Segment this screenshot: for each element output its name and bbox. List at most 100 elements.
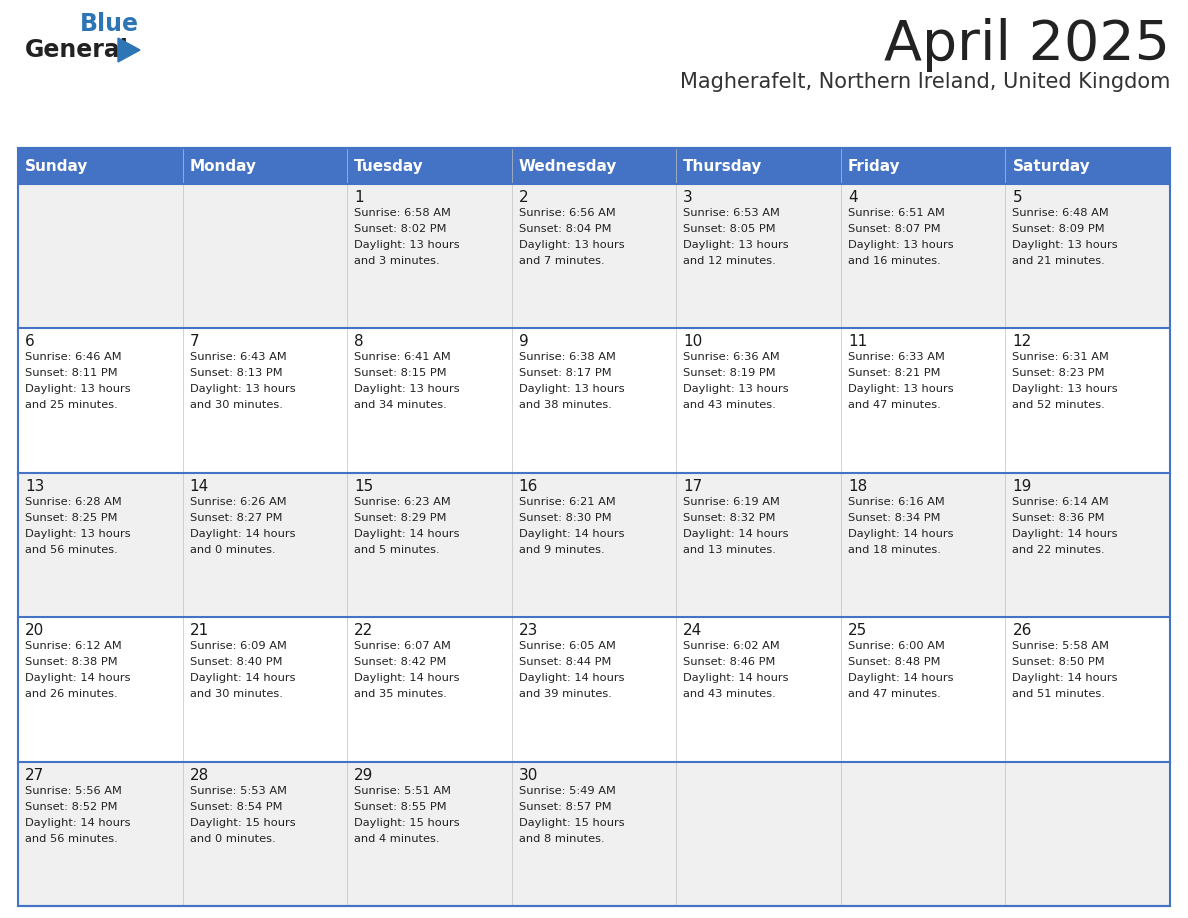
Text: and 18 minutes.: and 18 minutes. xyxy=(848,544,941,554)
Bar xyxy=(18,762,1170,906)
Text: and 0 minutes.: and 0 minutes. xyxy=(190,834,276,844)
Text: and 12 minutes.: and 12 minutes. xyxy=(683,256,776,266)
Text: and 5 minutes.: and 5 minutes. xyxy=(354,544,440,554)
Text: Daylight: 15 hours: Daylight: 15 hours xyxy=(519,818,625,828)
Text: Sunset: 8:34 PM: Sunset: 8:34 PM xyxy=(848,513,941,522)
Text: Sunrise: 6:56 AM: Sunrise: 6:56 AM xyxy=(519,208,615,218)
Text: Daylight: 14 hours: Daylight: 14 hours xyxy=(354,529,460,539)
Text: and 56 minutes.: and 56 minutes. xyxy=(25,544,118,554)
Text: 30: 30 xyxy=(519,767,538,783)
Text: and 43 minutes.: and 43 minutes. xyxy=(683,400,776,410)
Text: 16: 16 xyxy=(519,479,538,494)
Text: Sunrise: 6:09 AM: Sunrise: 6:09 AM xyxy=(190,641,286,651)
Text: Daylight: 13 hours: Daylight: 13 hours xyxy=(25,385,131,395)
Text: 21: 21 xyxy=(190,623,209,638)
Text: Daylight: 13 hours: Daylight: 13 hours xyxy=(1012,385,1118,395)
Text: and 47 minutes.: and 47 minutes. xyxy=(848,689,941,700)
Text: Daylight: 13 hours: Daylight: 13 hours xyxy=(519,385,625,395)
Text: Sunrise: 6:28 AM: Sunrise: 6:28 AM xyxy=(25,497,121,507)
Text: Sunset: 8:57 PM: Sunset: 8:57 PM xyxy=(519,801,612,812)
Text: 9: 9 xyxy=(519,334,529,350)
Text: Sunset: 8:05 PM: Sunset: 8:05 PM xyxy=(683,224,776,234)
Text: Sunrise: 6:12 AM: Sunrise: 6:12 AM xyxy=(25,641,121,651)
Text: and 21 minutes.: and 21 minutes. xyxy=(1012,256,1105,266)
Text: Friday: Friday xyxy=(848,159,901,174)
Text: Monday: Monday xyxy=(190,159,257,174)
Text: and 47 minutes.: and 47 minutes. xyxy=(848,400,941,410)
Text: Tuesday: Tuesday xyxy=(354,159,424,174)
Text: Blue: Blue xyxy=(80,12,139,36)
Text: Sunset: 8:15 PM: Sunset: 8:15 PM xyxy=(354,368,447,378)
Text: Sunset: 8:36 PM: Sunset: 8:36 PM xyxy=(1012,513,1105,522)
Text: Sunset: 8:17 PM: Sunset: 8:17 PM xyxy=(519,368,612,378)
Text: Daylight: 14 hours: Daylight: 14 hours xyxy=(848,529,953,539)
Bar xyxy=(18,329,1170,473)
Text: Daylight: 14 hours: Daylight: 14 hours xyxy=(190,673,295,683)
Text: Sunset: 8:27 PM: Sunset: 8:27 PM xyxy=(190,513,282,522)
Text: 6: 6 xyxy=(25,334,34,350)
Polygon shape xyxy=(118,38,140,62)
Text: Daylight: 13 hours: Daylight: 13 hours xyxy=(1012,240,1118,250)
Text: 28: 28 xyxy=(190,767,209,783)
Text: Daylight: 14 hours: Daylight: 14 hours xyxy=(1012,673,1118,683)
Text: Sunset: 8:55 PM: Sunset: 8:55 PM xyxy=(354,801,447,812)
Text: Sunrise: 6:00 AM: Sunrise: 6:00 AM xyxy=(848,641,944,651)
Text: Sunset: 8:32 PM: Sunset: 8:32 PM xyxy=(683,513,776,522)
Text: Daylight: 13 hours: Daylight: 13 hours xyxy=(190,385,295,395)
Text: Sunrise: 6:19 AM: Sunrise: 6:19 AM xyxy=(683,497,781,507)
Text: Sunset: 8:54 PM: Sunset: 8:54 PM xyxy=(190,801,282,812)
Text: Sunrise: 6:36 AM: Sunrise: 6:36 AM xyxy=(683,353,781,363)
Text: Sunset: 8:30 PM: Sunset: 8:30 PM xyxy=(519,513,612,522)
Text: Sunset: 8:29 PM: Sunset: 8:29 PM xyxy=(354,513,447,522)
Text: Sunrise: 6:33 AM: Sunrise: 6:33 AM xyxy=(848,353,944,363)
Text: 2: 2 xyxy=(519,190,529,205)
Text: Sunrise: 6:58 AM: Sunrise: 6:58 AM xyxy=(354,208,451,218)
Text: 8: 8 xyxy=(354,334,364,350)
Text: and 38 minutes.: and 38 minutes. xyxy=(519,400,612,410)
Text: and 56 minutes.: and 56 minutes. xyxy=(25,834,118,844)
Text: and 30 minutes.: and 30 minutes. xyxy=(190,400,283,410)
Text: General: General xyxy=(25,38,128,62)
Text: Sunset: 8:23 PM: Sunset: 8:23 PM xyxy=(1012,368,1105,378)
Text: 12: 12 xyxy=(1012,334,1031,350)
Text: 11: 11 xyxy=(848,334,867,350)
Bar xyxy=(18,184,1170,329)
Text: Daylight: 14 hours: Daylight: 14 hours xyxy=(1012,529,1118,539)
Text: Daylight: 14 hours: Daylight: 14 hours xyxy=(683,673,789,683)
Text: Sunrise: 5:49 AM: Sunrise: 5:49 AM xyxy=(519,786,615,796)
Text: Sunrise: 6:16 AM: Sunrise: 6:16 AM xyxy=(848,497,944,507)
Text: 27: 27 xyxy=(25,767,44,783)
Text: Sunrise: 6:21 AM: Sunrise: 6:21 AM xyxy=(519,497,615,507)
Text: Sunrise: 6:51 AM: Sunrise: 6:51 AM xyxy=(848,208,944,218)
Text: Sunrise: 6:02 AM: Sunrise: 6:02 AM xyxy=(683,641,781,651)
Text: and 51 minutes.: and 51 minutes. xyxy=(1012,689,1105,700)
Text: Sunset: 8:13 PM: Sunset: 8:13 PM xyxy=(190,368,283,378)
Text: Sunrise: 6:46 AM: Sunrise: 6:46 AM xyxy=(25,353,121,363)
Text: Sunrise: 6:23 AM: Sunrise: 6:23 AM xyxy=(354,497,451,507)
Text: Sunrise: 6:43 AM: Sunrise: 6:43 AM xyxy=(190,353,286,363)
Text: Daylight: 13 hours: Daylight: 13 hours xyxy=(683,240,789,250)
Text: Daylight: 13 hours: Daylight: 13 hours xyxy=(519,240,625,250)
Text: and 26 minutes.: and 26 minutes. xyxy=(25,689,118,700)
Text: Daylight: 15 hours: Daylight: 15 hours xyxy=(354,818,460,828)
Text: Sunrise: 6:31 AM: Sunrise: 6:31 AM xyxy=(1012,353,1110,363)
Text: 23: 23 xyxy=(519,623,538,638)
Text: and 25 minutes.: and 25 minutes. xyxy=(25,400,118,410)
Text: Sunset: 8:11 PM: Sunset: 8:11 PM xyxy=(25,368,118,378)
Text: and 8 minutes.: and 8 minutes. xyxy=(519,834,605,844)
Text: Daylight: 14 hours: Daylight: 14 hours xyxy=(25,818,131,828)
Text: 17: 17 xyxy=(683,479,702,494)
Text: Sunset: 8:40 PM: Sunset: 8:40 PM xyxy=(190,657,282,667)
Text: Sunset: 8:38 PM: Sunset: 8:38 PM xyxy=(25,657,118,667)
Text: and 0 minutes.: and 0 minutes. xyxy=(190,544,276,554)
Text: 25: 25 xyxy=(848,623,867,638)
Text: and 39 minutes.: and 39 minutes. xyxy=(519,689,612,700)
Text: Sunrise: 5:58 AM: Sunrise: 5:58 AM xyxy=(1012,641,1110,651)
Text: Sunset: 8:42 PM: Sunset: 8:42 PM xyxy=(354,657,447,667)
Text: Sunset: 8:48 PM: Sunset: 8:48 PM xyxy=(848,657,941,667)
Bar xyxy=(18,617,1170,762)
Text: and 13 minutes.: and 13 minutes. xyxy=(683,544,776,554)
Text: Daylight: 13 hours: Daylight: 13 hours xyxy=(354,385,460,395)
Text: April 2025: April 2025 xyxy=(884,18,1170,72)
Text: Sunrise: 6:53 AM: Sunrise: 6:53 AM xyxy=(683,208,781,218)
